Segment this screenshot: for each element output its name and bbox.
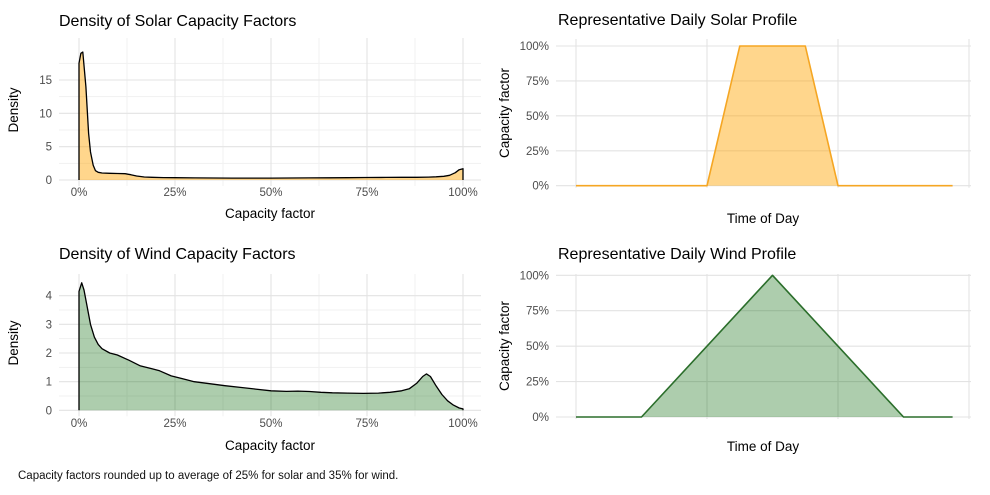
svg-text:0%: 0% bbox=[71, 418, 88, 430]
svg-text:3: 3 bbox=[46, 319, 52, 331]
svg-text:50%: 50% bbox=[259, 187, 282, 199]
wind-profile-title: Representative Daily Wind Profile bbox=[558, 246, 797, 263]
svg-text:50%: 50% bbox=[526, 341, 549, 353]
svg-text:100%: 100% bbox=[520, 270, 549, 282]
wind-profile-chart: 0% 25% 50% 75% 100% Representative Daily Win… bbox=[495, 238, 990, 471]
svg-text:25%: 25% bbox=[526, 377, 549, 389]
wind-profile-y-axis-title: Capacity factor bbox=[497, 300, 512, 392]
svg-text:100%: 100% bbox=[448, 418, 477, 430]
svg-text:75%: 75% bbox=[526, 76, 549, 88]
svg-text:0%: 0% bbox=[532, 181, 549, 193]
svg-text:75%: 75% bbox=[355, 187, 378, 199]
wind-profile-x-axis-title: Time of Day bbox=[726, 439, 800, 454]
svg-text:75%: 75% bbox=[355, 418, 378, 430]
svg-text:25%: 25% bbox=[163, 187, 186, 199]
svg-text:0%: 0% bbox=[71, 187, 88, 199]
svg-text:15: 15 bbox=[39, 75, 52, 87]
solar-density-title: Density of Solar Capacity Factors bbox=[59, 13, 297, 30]
wind-density-y-axis-title: Density bbox=[6, 320, 21, 366]
solar-profile-y-axis-title: Capacity factor bbox=[497, 67, 512, 159]
svg-text:0: 0 bbox=[46, 405, 52, 417]
wind-density-chart: 0 1 2 3 4 0% 25% 50% 75% 100% Density of Wind Cap… bbox=[0, 238, 495, 471]
svg-text:0%: 0% bbox=[532, 412, 549, 424]
svg-text:4: 4 bbox=[46, 291, 53, 303]
wind-density-title: Density of Wind Capacity Factors bbox=[59, 246, 296, 263]
svg-text:25%: 25% bbox=[526, 146, 549, 158]
svg-text:50%: 50% bbox=[259, 418, 282, 430]
solar-density-y-axis-title: Density bbox=[6, 87, 21, 133]
wind-density-plot: 0 1 2 3 4 0% 25% 50% 75% 100% bbox=[46, 274, 481, 430]
solar-density-plot: 0 5 10 15 0% 25% 50% 75% 100% bbox=[39, 38, 481, 199]
solar-profile-chart: 0% 25% 50% 75% 100% Representative Daily Sol… bbox=[495, 0, 990, 238]
svg-text:50%: 50% bbox=[526, 111, 549, 123]
svg-text:0: 0 bbox=[46, 175, 52, 187]
svg-text:2: 2 bbox=[46, 348, 52, 360]
svg-text:100%: 100% bbox=[520, 41, 549, 53]
solar-density-x-axis-title: Capacity factor bbox=[224, 206, 316, 221]
solar-density-chart: 0 5 10 15 0% 25% 50% 75% 100% Density of Solar C… bbox=[0, 0, 495, 238]
figure-caption: Capacity factors rounded up to average o… bbox=[18, 470, 399, 482]
svg-text:75%: 75% bbox=[526, 306, 549, 318]
solar-profile-x-axis-title: Time of Day bbox=[726, 211, 800, 226]
svg-text:25%: 25% bbox=[163, 418, 186, 430]
wind-density-x-axis-title: Capacity factor bbox=[224, 438, 316, 453]
svg-text:10: 10 bbox=[39, 108, 52, 120]
svg-text:100%: 100% bbox=[448, 187, 477, 199]
solar-profile-title: Representative Daily Solar Profile bbox=[558, 12, 798, 29]
solar-profile-plot: 0% 25% 50% 75% 100% bbox=[520, 39, 971, 193]
svg-text:5: 5 bbox=[46, 142, 52, 154]
svg-text:1: 1 bbox=[46, 377, 52, 389]
wind-profile-plot: 0% 25% 50% 75% 100% bbox=[520, 270, 971, 424]
